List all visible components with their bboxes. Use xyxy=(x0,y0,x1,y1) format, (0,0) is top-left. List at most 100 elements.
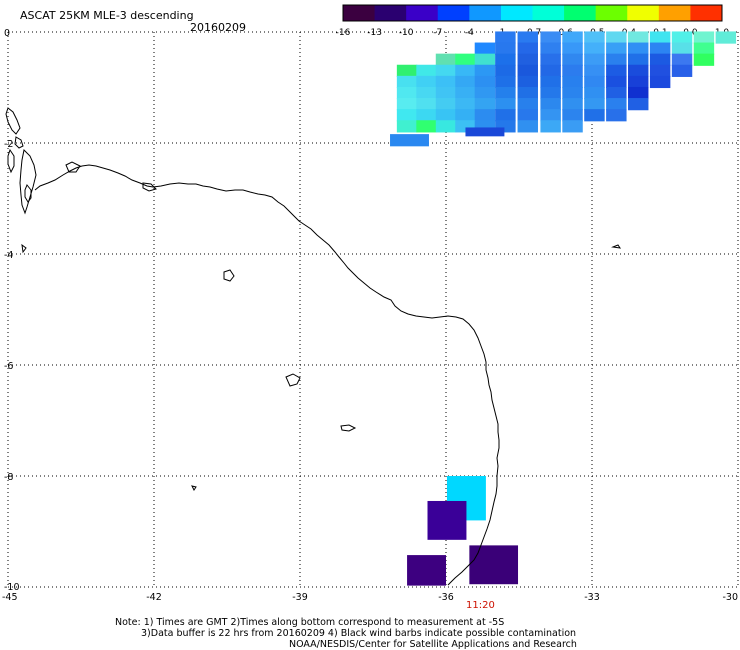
wind-cell xyxy=(540,75,561,89)
wind-cell xyxy=(474,64,496,77)
wind-cell xyxy=(416,120,437,133)
colorbar-swatch xyxy=(500,5,533,21)
wind-cell xyxy=(435,98,457,111)
coastline-island-d xyxy=(14,136,24,149)
wind-cell xyxy=(455,53,476,66)
wind-cell xyxy=(649,42,671,55)
x-tick-label: -45 xyxy=(2,592,18,603)
wind-cell xyxy=(517,64,538,77)
coastline-island-a xyxy=(19,148,37,215)
wind-cell xyxy=(693,53,715,66)
coastline-island-h xyxy=(223,269,235,282)
wind-cell xyxy=(517,86,538,100)
wind-cell xyxy=(628,64,649,77)
map-grid: -45 -42 -39 -36 -33 -30 0 -2 -4 -6 -8 -10 xyxy=(2,28,739,603)
colorbar-swatch xyxy=(564,5,597,21)
coastline xyxy=(5,107,622,586)
wind-cell xyxy=(474,53,496,66)
wind-cell xyxy=(562,86,583,100)
note-line-1: Note: 1) Times are GMT 2)Times along bot… xyxy=(115,617,504,628)
wind-cell xyxy=(671,64,693,77)
colorbar-tick-label: -10 xyxy=(399,28,414,38)
wind-cell xyxy=(693,31,715,44)
colorbar-swatch xyxy=(406,5,439,21)
wind-cell xyxy=(435,86,457,100)
wind-cell xyxy=(562,120,583,133)
wind-cell xyxy=(396,98,418,111)
colorbar-swatch xyxy=(690,5,723,21)
coastline-island-c xyxy=(5,107,21,135)
wind-cell xyxy=(671,31,693,44)
wind-cell xyxy=(517,98,538,111)
wind-cell xyxy=(416,98,437,111)
wind-cell xyxy=(693,42,715,55)
wind-cell xyxy=(584,86,605,100)
wind-cell xyxy=(517,31,538,44)
wind-cell xyxy=(671,53,693,66)
wind-cell xyxy=(517,120,538,133)
wind-cell xyxy=(435,109,457,122)
wind-cell xyxy=(584,64,605,77)
time-label: 11:20 xyxy=(466,600,495,611)
wind-cell xyxy=(562,64,583,77)
wind-cell xyxy=(606,86,627,100)
wind-cell xyxy=(495,64,516,77)
coastline-island-m xyxy=(611,244,622,249)
wind-cell xyxy=(584,109,605,122)
wind-cell xyxy=(628,31,649,44)
colorbar-swatch xyxy=(532,5,565,21)
wind-cell xyxy=(517,75,538,89)
coastline-island-g xyxy=(142,182,157,192)
y-tick-label: 0 xyxy=(4,28,10,39)
y-tick-label: -2 xyxy=(4,139,13,150)
wind-cell xyxy=(495,53,516,66)
wind-cell xyxy=(390,134,429,147)
wind-cell xyxy=(396,75,418,89)
wind-cell xyxy=(649,64,671,77)
wind-cell xyxy=(495,75,516,89)
wind-cell xyxy=(455,64,476,77)
wind-cell xyxy=(606,42,627,55)
wind-cell xyxy=(474,109,496,122)
colorbar-swatch xyxy=(437,5,470,21)
wind-cell xyxy=(495,98,516,111)
x-tick-label: -33 xyxy=(584,592,600,603)
wind-cell xyxy=(465,127,505,137)
wind-cell xyxy=(606,64,627,77)
wind-cell xyxy=(606,98,627,111)
wind-cell xyxy=(407,555,446,586)
y-tick-label: -4 xyxy=(4,250,13,261)
wind-cell xyxy=(517,53,538,66)
wind-cell xyxy=(396,120,418,133)
wind-cell xyxy=(649,75,671,89)
wind-cell xyxy=(606,53,627,66)
wind-cell xyxy=(715,31,737,44)
wind-cell xyxy=(540,42,561,55)
wind-cell xyxy=(435,120,457,133)
wind-cell xyxy=(628,53,649,66)
wind-cell xyxy=(517,42,538,55)
wind-cell xyxy=(562,31,583,44)
x-tick-label: -39 xyxy=(292,592,308,603)
wind-cell xyxy=(469,545,519,585)
colorbar-tick-label: -7 xyxy=(433,28,442,38)
wind-cell xyxy=(540,31,561,44)
colorbar-swatch xyxy=(595,5,628,21)
wind-cell xyxy=(396,86,418,100)
colorbar-swatch xyxy=(374,5,407,21)
wind-cell xyxy=(396,109,418,122)
colorbar-tick-label: -4 xyxy=(465,28,474,38)
coastline-island-j xyxy=(340,424,357,432)
wind-cell xyxy=(435,75,457,89)
wind-cell xyxy=(606,109,627,122)
wind-cell xyxy=(628,98,649,111)
wind-cell xyxy=(628,75,649,89)
wind-cell xyxy=(584,42,605,55)
chart-date: 20160209 xyxy=(190,21,246,34)
coastline-island-f xyxy=(65,161,81,173)
wind-cell xyxy=(455,75,476,89)
wind-cell xyxy=(584,75,605,89)
wind-cell xyxy=(495,109,516,122)
coastline-island-e xyxy=(7,148,15,174)
wind-cell xyxy=(649,53,671,66)
